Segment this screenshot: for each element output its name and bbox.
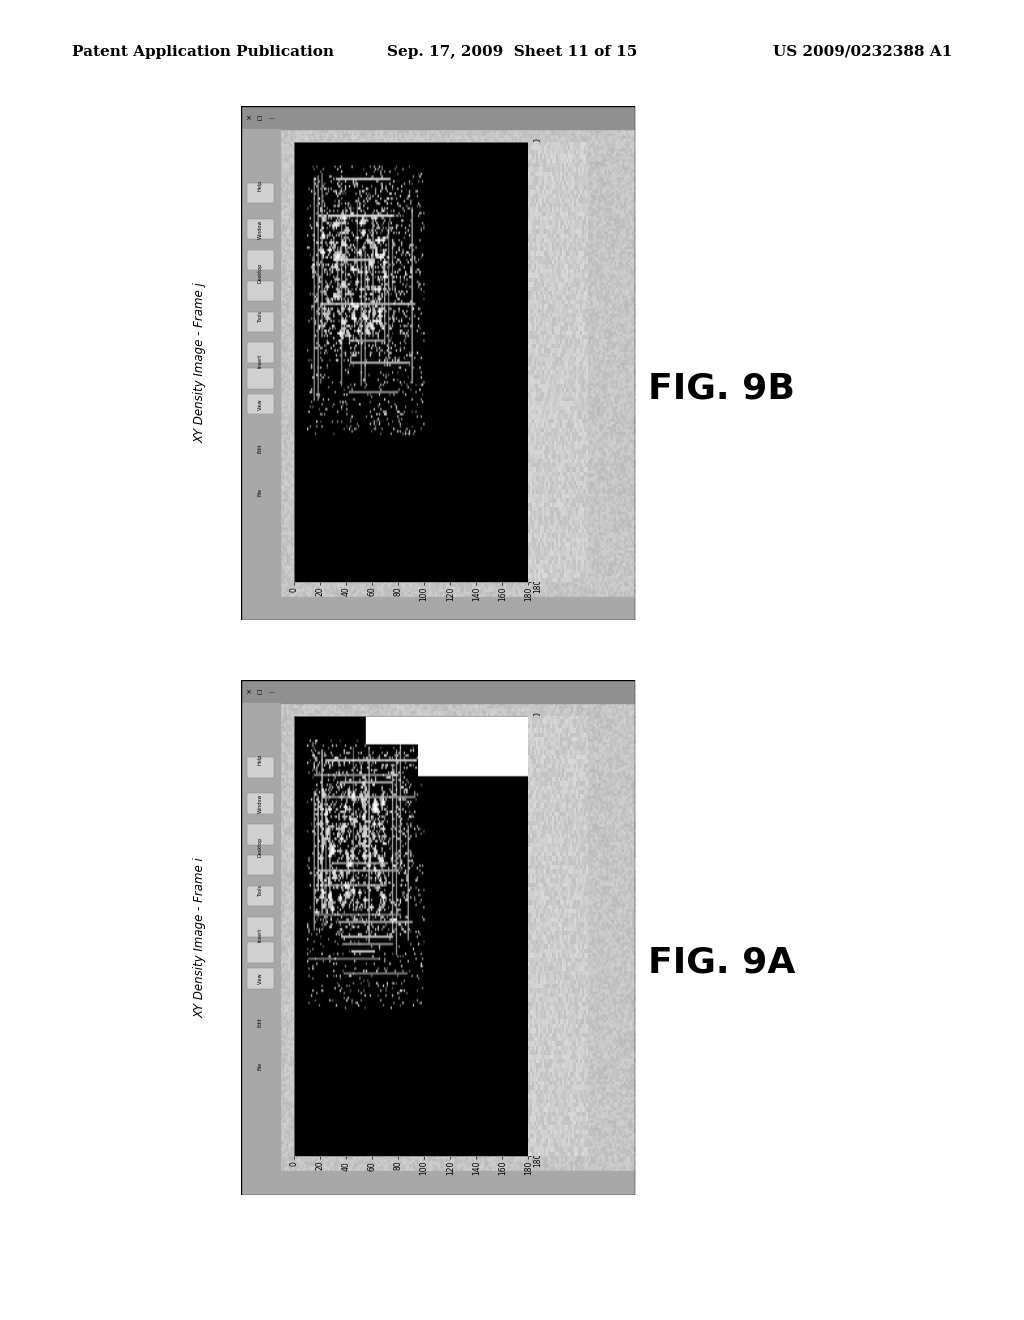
- Bar: [247, 342, 274, 363]
- Text: Desktop: Desktop: [258, 837, 263, 857]
- Bar: [241, 597, 635, 620]
- Bar: [247, 312, 274, 333]
- Text: US 2009/0232388 A1: US 2009/0232388 A1: [773, 45, 952, 59]
- Text: Edit: Edit: [258, 444, 263, 453]
- Text: Help: Help: [258, 754, 263, 766]
- Text: View: View: [258, 973, 263, 985]
- Bar: [247, 281, 274, 301]
- Bar: [247, 968, 274, 989]
- Text: □: □: [256, 116, 262, 121]
- Text: Patent Application Publication: Patent Application Publication: [72, 45, 334, 59]
- Bar: [241, 680, 635, 704]
- Bar: [247, 182, 274, 203]
- Bar: [247, 886, 274, 907]
- Text: File: File: [258, 1061, 263, 1071]
- Bar: [247, 368, 274, 388]
- Bar: [247, 219, 274, 239]
- Text: Insert: Insert: [258, 354, 263, 367]
- Text: Edit: Edit: [258, 1018, 263, 1027]
- Bar: [241, 704, 280, 1195]
- Text: FIG. 9B: FIG. 9B: [648, 372, 795, 405]
- Bar: [247, 824, 274, 845]
- Bar: [241, 106, 635, 129]
- Text: Tools: Tools: [258, 884, 263, 896]
- Bar: [247, 855, 274, 875]
- Bar: [241, 1171, 635, 1195]
- Text: □: □: [256, 690, 262, 696]
- Text: View: View: [258, 399, 263, 411]
- Text: XY Density Image - Frame j: XY Density Image - Frame j: [194, 282, 206, 444]
- Text: Sep. 17, 2009  Sheet 11 of 15: Sep. 17, 2009 Sheet 11 of 15: [387, 45, 637, 59]
- Text: —: —: [268, 690, 273, 696]
- Text: Window: Window: [258, 793, 263, 813]
- Text: XY Density Image - Frame i: XY Density Image - Frame i: [194, 857, 206, 1018]
- Bar: [247, 393, 274, 414]
- Bar: [247, 758, 274, 777]
- Text: Insert: Insert: [258, 928, 263, 941]
- Text: Tools: Tools: [258, 310, 263, 322]
- Text: ×: ×: [245, 689, 251, 696]
- Bar: [241, 129, 280, 620]
- Text: Window: Window: [258, 219, 263, 239]
- Bar: [247, 249, 274, 271]
- Bar: [247, 942, 274, 964]
- Bar: [247, 793, 274, 813]
- Bar: [247, 916, 274, 937]
- Text: —: —: [268, 116, 273, 121]
- Text: FIG. 9A: FIG. 9A: [648, 946, 796, 979]
- Text: Desktop: Desktop: [258, 263, 263, 282]
- Text: ×: ×: [245, 115, 251, 121]
- Text: Help: Help: [258, 180, 263, 191]
- Text: File: File: [258, 487, 263, 496]
